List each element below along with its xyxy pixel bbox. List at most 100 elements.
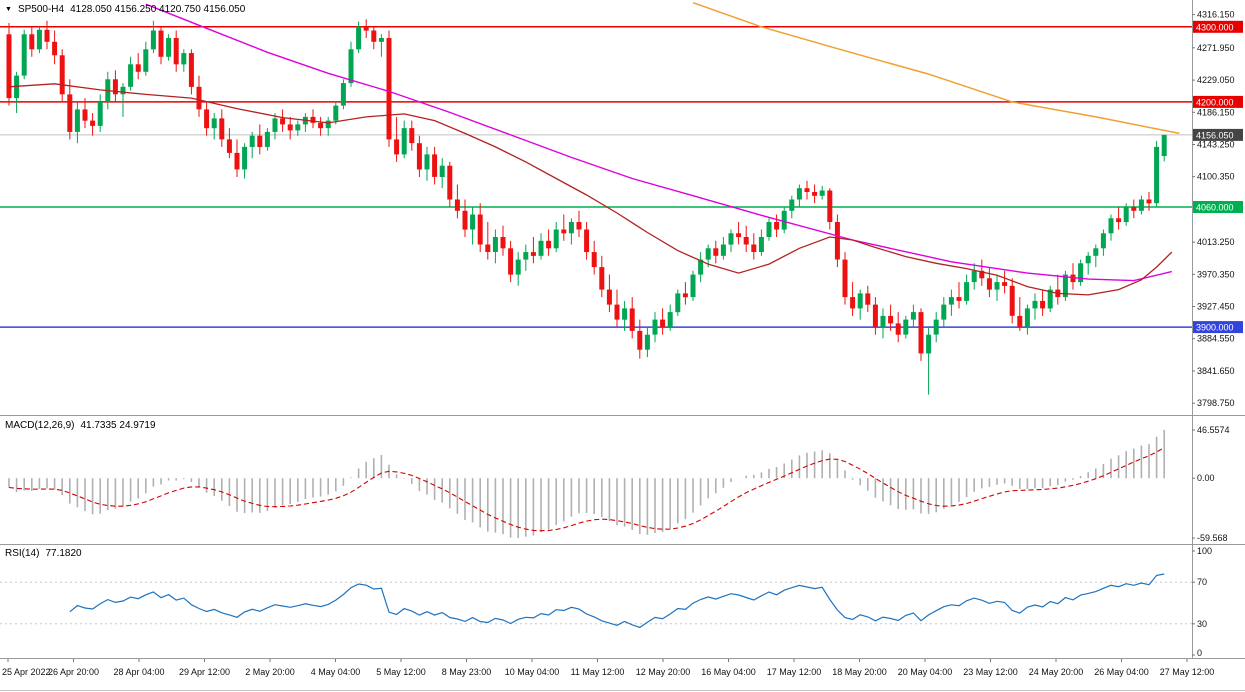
candle [599,267,605,290]
rsi-panel-area[interactable] [0,545,1192,658]
candle [508,248,514,275]
candle [964,282,970,301]
candle [492,237,498,252]
candle [644,334,650,350]
main-chart-area[interactable] [0,0,1192,415]
candle [1078,263,1084,283]
price-level-badge: 4300.000 [1193,20,1243,33]
axis-label: 4316.150 [1197,10,1235,20]
candle [1062,274,1068,298]
candle [120,86,126,95]
macd-axis-labels: 46.5574 0.00 -59.568 [1192,425,1230,543]
candle [926,334,932,354]
candle [234,152,240,170]
macd-title: MACD(12,26,9) 41.7335 24.9719 [5,420,156,431]
candle [264,131,270,147]
candle [523,252,529,260]
candle [994,282,1000,290]
candle [416,143,422,170]
candle [150,30,156,50]
candle [280,118,286,125]
axis-label: 26 Apr 20:00 [48,667,99,677]
candle [447,165,453,200]
axis-label: 70 [1197,577,1207,587]
candle [675,293,681,313]
axis-label: 4200.000 [1196,97,1234,107]
time-axis[interactable] [0,659,1245,692]
candle [850,297,856,309]
axis-label: 3884.550 [1197,334,1235,344]
candle [287,124,293,131]
candle [44,29,50,42]
candle [606,289,612,305]
axis-label: -59.568 [1197,533,1228,543]
candle [827,190,833,222]
candle [29,34,35,50]
candle [781,210,787,230]
candle [348,49,354,84]
candle [1116,218,1122,223]
price-axis[interactable] [1192,0,1245,659]
candle [249,135,255,147]
axis-label: 17 May 12:00 [767,667,822,677]
ohlc-values: 4128.050 4156.250 4120.750 4156.050 [70,4,246,15]
candle [424,154,430,170]
candle [500,237,506,249]
axis-label: 100 [1197,546,1212,556]
candle [789,199,795,211]
candle [819,190,825,196]
rsi-title: RSI(14) 77.1820 [5,548,82,559]
candle [751,244,757,252]
candle [310,116,316,123]
candle [895,323,901,335]
candle [857,293,863,309]
candle [386,38,392,140]
macd-signal-line [8,447,1165,532]
candle [340,83,346,106]
candle [728,233,734,245]
candle [1146,199,1152,204]
axis-label: 8 May 23:00 [442,667,492,677]
candle [356,26,362,50]
rsi-name-label: RSI(14) [5,548,40,559]
candle [834,222,840,260]
price-level-badge: 4156.050 [1193,128,1243,141]
axis-label: 16 May 04:00 [701,667,756,677]
candle [690,274,696,298]
candle [979,270,985,279]
candle [956,297,962,301]
axis-label: 10 May 04:00 [505,667,560,677]
candle [515,259,521,275]
candle [986,278,992,290]
axis-label: 5 May 12:00 [376,667,426,677]
candle [568,222,574,234]
candle [295,124,301,131]
candle [158,30,164,57]
candle [872,304,878,328]
candle [796,188,802,200]
candle [90,120,96,126]
axis-label: 46.5574 [1197,425,1230,435]
candle [584,229,590,252]
candle [660,319,666,328]
axis-label: 28 Apr 04:00 [113,667,164,677]
candle [842,259,848,298]
axis-label: 4 May 04:00 [311,667,361,677]
axis-label: 24 May 20:00 [1029,667,1084,677]
candle [1009,285,1015,316]
candle [576,222,582,230]
macd-panel-area[interactable] [0,416,1192,544]
candle [1047,289,1053,309]
axis-label: 3927.450 [1197,302,1235,312]
candle [409,128,415,144]
candle [462,210,468,230]
candle [371,30,377,42]
candle [6,34,12,99]
candle [226,139,232,153]
macd-values: 41.7335 24.9719 [80,420,156,431]
macd-histogram [8,430,1165,538]
candle [918,312,924,354]
candle [561,229,567,234]
